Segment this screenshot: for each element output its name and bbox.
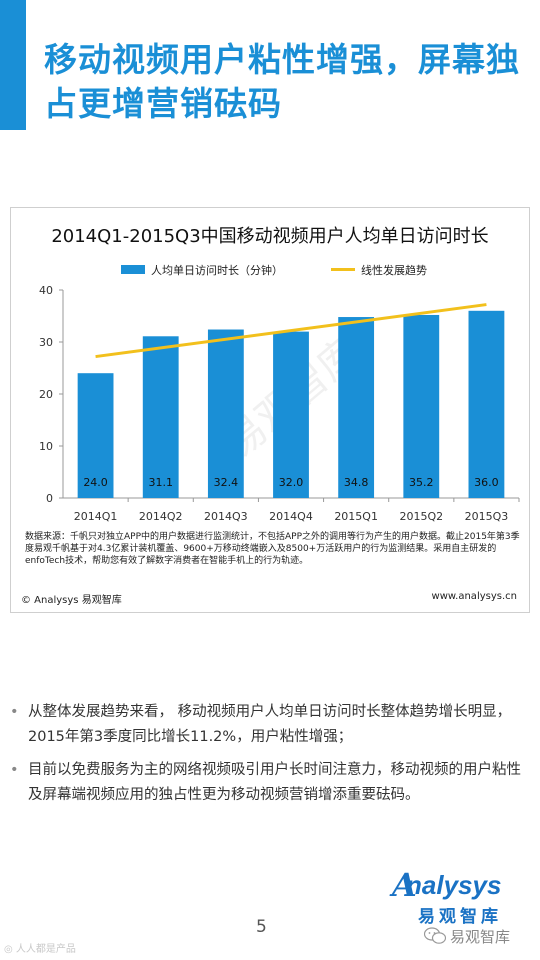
bar xyxy=(468,310,505,498)
y-tick-label: 10 xyxy=(39,440,53,453)
wechat-icon xyxy=(424,927,446,944)
bar xyxy=(273,331,309,498)
bar-chart: 易观智库人均单日访问时长（分钟）线性发展趋势01020304024.02014Q… xyxy=(39,263,520,523)
analysys-logo: A nalysys 易观智库 xyxy=(392,866,532,928)
chart-source-note: 数据来源：千帆只对独立APP中的用户数据进行监测统计，不包括APP之外的调用等行… xyxy=(25,532,520,566)
bullet-list: • 从整体发展趋势来看， 移动视频用户人均单日访问时长整体趋势增长明显，2015… xyxy=(8,700,534,816)
bar-value-label: 35.2 xyxy=(409,476,434,489)
bullet-text: 从整体发展趋势来看， 移动视频用户人均单日访问时长整体趋势增长明显，2015年第… xyxy=(28,704,512,745)
legend-label-bar: 人均单日访问时长（分钟） xyxy=(151,263,283,277)
y-tick-label: 40 xyxy=(39,284,53,297)
bar xyxy=(142,336,179,498)
x-tick-label: 2014Q3 xyxy=(204,510,248,523)
trend-line xyxy=(95,303,487,359)
bullet-dot-icon: • xyxy=(10,704,19,720)
x-tick-label: 2014Q4 xyxy=(269,510,313,523)
title-accent-bar xyxy=(0,0,26,130)
x-tick-label: 2015Q2 xyxy=(399,510,443,523)
x-tick-label: 2014Q1 xyxy=(74,510,118,523)
legend-swatch-bar xyxy=(121,265,145,274)
bar-value-label: 32.4 xyxy=(214,476,239,489)
bar-value-label: 24.0 xyxy=(83,476,108,489)
y-tick-label: 30 xyxy=(39,336,53,349)
logo-initial: A xyxy=(392,866,417,904)
chart-panel: 2014Q1-2015Q3中国移动视频用户人均单日访问时长 易观智库人均单日访问… xyxy=(10,207,530,613)
bullet-item: • 从整体发展趋势来看， 移动视频用户人均单日访问时长整体趋势增长明显，2015… xyxy=(8,700,534,750)
bar xyxy=(403,314,440,498)
bullet-dot-icon: • xyxy=(10,762,19,778)
logo-brand-text: nalysys xyxy=(406,870,502,900)
page-title: 移动视频用户粘性增强，屏幕独占更增营销砝码 xyxy=(44,40,520,123)
bar-value-label: 32.0 xyxy=(279,476,304,489)
chart-source-url: www.analysys.cn xyxy=(431,591,517,602)
source-watermark: ◎ 人人都是产品 xyxy=(4,944,76,955)
x-tick-label: 2015Q1 xyxy=(334,510,378,523)
bullet-item: • 目前以免费服务为主的网络视频吸引用户长时间注意力，移动视频的用户粘性及屏幕端… xyxy=(8,758,534,808)
bar xyxy=(338,317,375,498)
bar xyxy=(77,373,114,498)
legend-label-trend: 线性发展趋势 xyxy=(361,263,427,277)
bullet-text: 目前以免费服务为主的网络视频吸引用户长时间注意力，移动视频的用户粘性及屏幕端视频… xyxy=(28,762,521,803)
bar-value-label: 31.1 xyxy=(148,476,173,489)
x-tick-label: 2015Q3 xyxy=(465,510,509,523)
bar-value-label: 34.8 xyxy=(344,476,369,489)
wechat-account-mark: 易观智库 xyxy=(424,924,536,948)
bar-value-label: 36.0 xyxy=(474,476,499,489)
logo-chinese-text: 易观智库 xyxy=(418,907,502,927)
bar xyxy=(207,329,244,498)
page-number: 5 xyxy=(256,917,267,937)
wechat-account-name: 易观智库 xyxy=(450,928,511,946)
y-tick-label: 20 xyxy=(39,388,53,401)
chart-copyright: © Analysys 易观智库 xyxy=(21,595,122,606)
x-tick-label: 2014Q2 xyxy=(139,510,183,523)
chart-title: 2014Q1-2015Q3中国移动视频用户人均单日访问时长 xyxy=(51,226,489,247)
y-tick-label: 0 xyxy=(46,492,53,505)
